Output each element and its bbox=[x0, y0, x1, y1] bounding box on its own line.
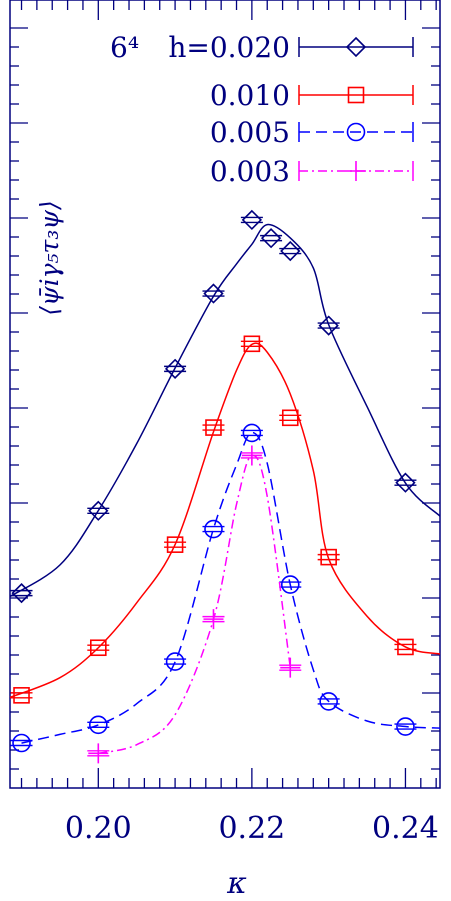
data-point bbox=[320, 548, 337, 566]
legend: h=0.020 0.010 0.005 0.003 6⁴ bbox=[110, 31, 414, 188]
plot-frame bbox=[9, 0, 441, 789]
data-point bbox=[281, 409, 299, 427]
data-point bbox=[243, 335, 261, 353]
series-1 bbox=[9, 335, 441, 704]
x-tick-label: 0.20 bbox=[65, 811, 132, 846]
axis-ticks bbox=[10, 0, 440, 788]
series-line bbox=[21, 431, 441, 744]
legend-label: 0.010 bbox=[210, 79, 290, 112]
data-point bbox=[11, 582, 32, 604]
data-point bbox=[319, 692, 338, 711]
data-point bbox=[90, 639, 107, 657]
data-point bbox=[241, 445, 262, 466]
data-point bbox=[164, 358, 186, 379]
data-point bbox=[166, 536, 184, 553]
data-point bbox=[346, 122, 366, 142]
data-point bbox=[347, 86, 365, 104]
data-point bbox=[242, 423, 262, 443]
series-line bbox=[9, 342, 441, 699]
x-tick-labels: 0.20 0.22 0.24 bbox=[65, 811, 439, 846]
legend-label: 0.005 bbox=[210, 116, 290, 149]
x-tick-label: 0.22 bbox=[218, 811, 285, 846]
data-point bbox=[397, 638, 414, 656]
data-point bbox=[241, 209, 263, 231]
data-point bbox=[280, 657, 301, 678]
x-axis-label: κ bbox=[226, 866, 247, 901]
data-point bbox=[204, 519, 223, 539]
data-point bbox=[280, 575, 300, 594]
data-point bbox=[13, 687, 30, 704]
x-tick-label: 0.24 bbox=[372, 811, 439, 846]
y-axis-label: ⟨ψ̄iγ₅τ₃ψ⟩ bbox=[35, 200, 64, 316]
data-point bbox=[280, 240, 301, 262]
series-0 bbox=[9, 209, 441, 604]
data-point bbox=[165, 652, 185, 671]
data-point bbox=[205, 419, 222, 436]
data-point bbox=[345, 36, 367, 58]
legend-prefix: 6⁴ bbox=[110, 31, 139, 64]
data-point bbox=[395, 472, 416, 493]
data-point bbox=[203, 609, 224, 630]
data-point bbox=[88, 500, 109, 521]
data-point bbox=[396, 717, 415, 736]
series-2 bbox=[10, 423, 441, 753]
series-layer bbox=[9, 209, 441, 764]
data-point bbox=[89, 715, 108, 735]
data-point bbox=[318, 315, 339, 336]
legend-label: h=0.020 bbox=[168, 31, 290, 64]
data-point bbox=[12, 733, 31, 753]
data-point bbox=[346, 161, 366, 181]
legend-label: 0.003 bbox=[210, 155, 290, 188]
data-point bbox=[260, 228, 282, 249]
series-line bbox=[98, 454, 292, 755]
data-point bbox=[88, 743, 109, 764]
series-3 bbox=[87, 445, 302, 764]
series-line bbox=[9, 223, 441, 598]
data-point bbox=[203, 283, 224, 304]
